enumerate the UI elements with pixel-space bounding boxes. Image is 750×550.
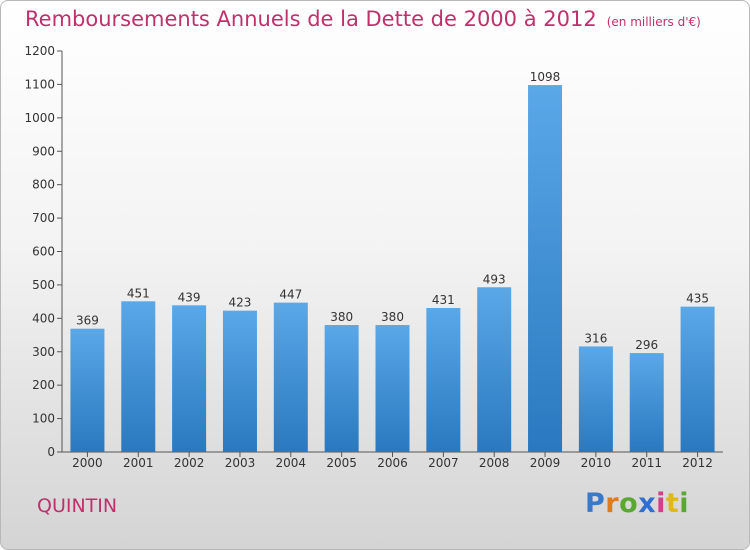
data-label: 316 <box>584 331 607 345</box>
bar <box>375 325 410 452</box>
y-tick-label: 0 <box>47 445 55 459</box>
x-tick-label: 2008 <box>479 456 510 470</box>
bar <box>172 305 207 452</box>
data-label: 451 <box>127 286 150 300</box>
y-tick-label: 500 <box>32 278 55 292</box>
city-name: QUINTIN <box>37 495 118 517</box>
data-label: 447 <box>279 288 302 302</box>
logo-letter: i <box>679 488 690 519</box>
unit-note: (en milliers d'€) <box>606 15 701 29</box>
x-tick-label: 2004 <box>276 456 307 470</box>
y-tick-label: 700 <box>32 211 55 225</box>
bar <box>426 307 461 452</box>
data-label: 1098 <box>530 70 561 84</box>
x-tick-label: 2002 <box>174 456 205 470</box>
y-tick-label: 900 <box>32 144 55 158</box>
logo-letter: o <box>619 488 639 519</box>
x-tick-label: 2003 <box>225 456 256 470</box>
bar <box>477 287 512 452</box>
y-tick-label: 200 <box>32 378 55 392</box>
logo-letter: r <box>605 488 620 519</box>
x-tick-label: 2007 <box>428 456 459 470</box>
x-tick-label: 2012 <box>682 456 713 470</box>
y-tick-label: 1200 <box>24 44 55 58</box>
bar <box>222 310 257 452</box>
x-tick-label: 2011 <box>631 456 662 470</box>
data-label: 380 <box>381 310 404 324</box>
bar <box>70 328 105 452</box>
x-tick-label: 2005 <box>326 456 357 470</box>
x-tick-label: 2010 <box>581 456 612 470</box>
bar <box>273 302 308 452</box>
y-tick-label: 800 <box>32 178 55 192</box>
logo-letter: t <box>665 488 680 519</box>
x-tick-label: 2001 <box>123 456 154 470</box>
x-tick-label: 2009 <box>530 456 561 470</box>
y-tick-label: 1000 <box>24 111 55 125</box>
data-label: 493 <box>483 272 506 286</box>
data-label: 435 <box>686 292 709 306</box>
x-tick-label: 2006 <box>377 456 408 470</box>
data-label: 296 <box>635 338 658 352</box>
y-tick-label: 300 <box>32 345 55 359</box>
data-label: 431 <box>432 293 455 307</box>
data-label: 380 <box>330 310 353 324</box>
x-tick-label: 2000 <box>72 456 103 470</box>
logo-letter: i <box>656 488 666 519</box>
data-label: 423 <box>229 296 252 310</box>
data-label: 369 <box>76 314 99 328</box>
chart-title-text: Remboursements Annuels de la Dette de 20… <box>25 7 597 31</box>
y-tick-label: 1100 <box>24 77 55 91</box>
logo-letter: P <box>585 488 606 519</box>
bar <box>578 346 613 452</box>
bar <box>680 306 715 452</box>
logo-letter: x <box>638 488 657 519</box>
proxiti-logo: Proxiti <box>585 488 689 519</box>
y-tick-label: 400 <box>32 311 55 325</box>
chart-title: Remboursements Annuels de la Dette de 20… <box>25 7 701 31</box>
bar <box>528 85 563 453</box>
y-tick-label: 600 <box>32 245 55 259</box>
data-label: 439 <box>178 290 201 304</box>
bar <box>121 301 156 452</box>
bar <box>324 325 359 452</box>
y-tick-label: 100 <box>32 412 55 426</box>
bar <box>629 353 664 452</box>
